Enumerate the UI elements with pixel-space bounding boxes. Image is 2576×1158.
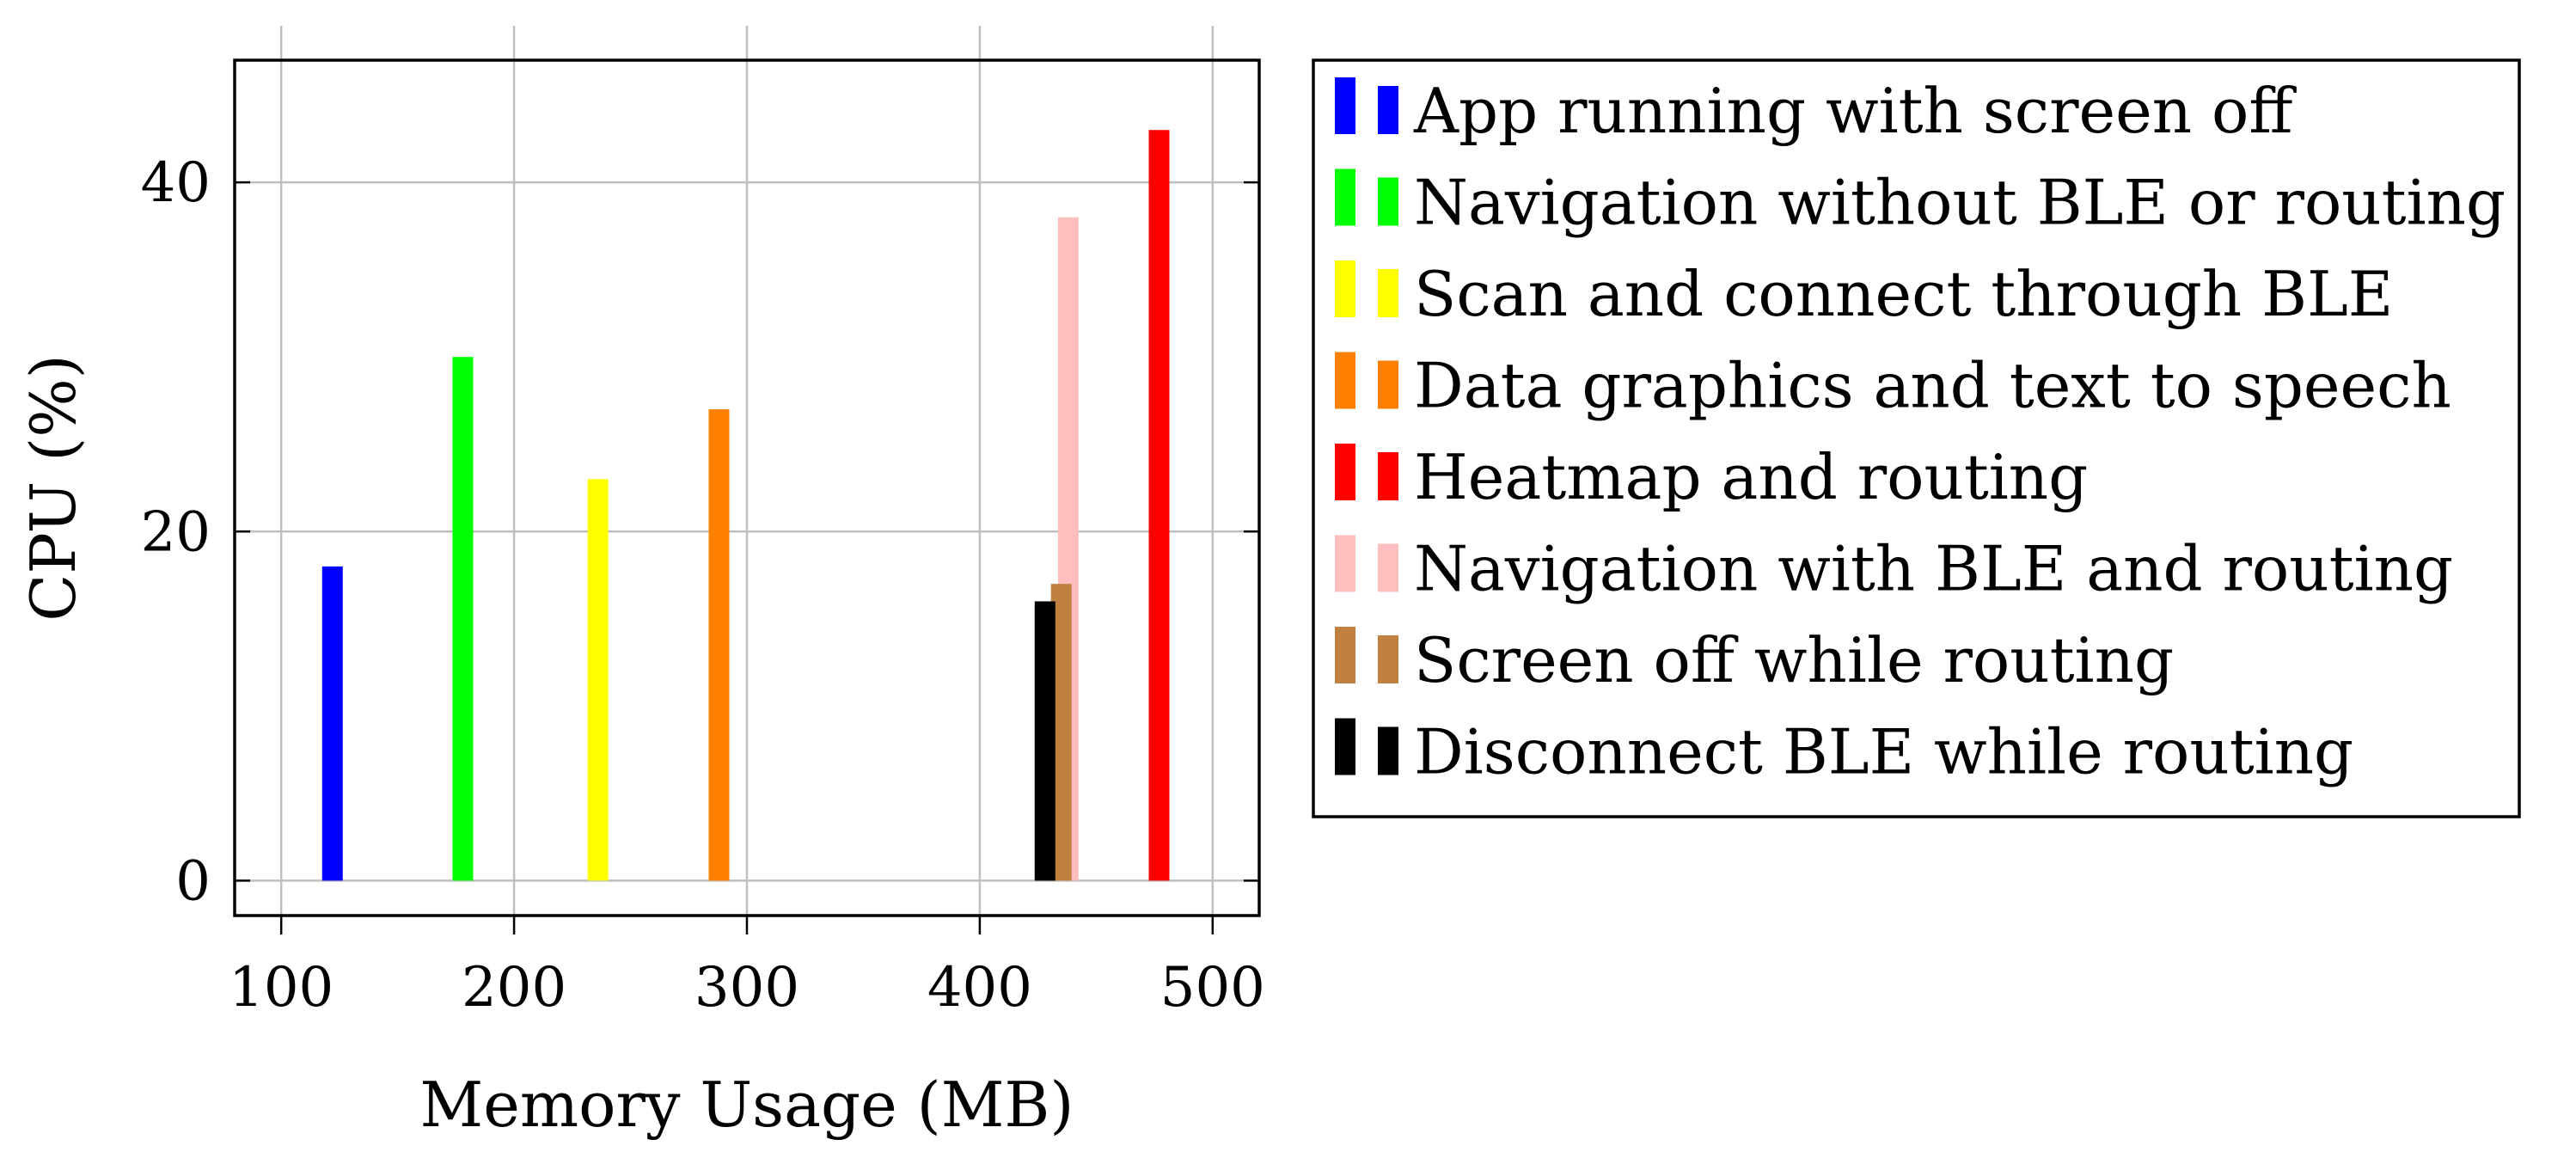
legend-label: Navigation without BLE or routing <box>1414 167 2506 239</box>
legend-entry: Scan and connect through BLE <box>1335 258 2393 330</box>
legend-label: Data graphics and text to speech <box>1414 350 2451 422</box>
legend-swatch <box>1335 444 1355 500</box>
x-tick-label: 300 <box>694 956 799 1020</box>
x-tick-label: 200 <box>462 956 566 1020</box>
legend-swatch <box>1335 718 1355 775</box>
legend-swatch <box>1378 86 1398 134</box>
bar-3 <box>587 479 609 881</box>
y-tick-label: 0 <box>175 849 211 913</box>
x-tick-label: 400 <box>927 956 1032 1020</box>
x-tick-label: 500 <box>1160 956 1265 1020</box>
legend-swatch <box>1335 352 1355 409</box>
bar-1 <box>321 566 343 881</box>
legend-entry: Navigation without BLE or routing <box>1335 167 2506 239</box>
legend-entry: App running with screen off <box>1335 75 2297 147</box>
grid <box>235 26 1259 916</box>
legend-swatch <box>1335 260 1355 317</box>
legend-entry: Screen off while routing <box>1335 624 2174 696</box>
legend-swatch <box>1378 726 1398 775</box>
legend-label: Scan and connect through BLE <box>1414 258 2393 330</box>
bars <box>321 130 1170 881</box>
legend-swatch <box>1335 627 1355 683</box>
y-tick-labels: 0 20 40 <box>141 151 211 913</box>
legend-entry: Navigation with BLE and routing <box>1335 533 2453 605</box>
legend-label: Disconnect BLE while routing <box>1414 716 2353 788</box>
legend-swatch <box>1378 452 1398 500</box>
legend-label: Screen off while routing <box>1414 624 2174 696</box>
x-tick-label: 100 <box>229 956 333 1020</box>
bar-8 <box>1034 601 1055 881</box>
y-tick-label: 40 <box>141 151 211 215</box>
x-axis-label: Memory Usage (MB) <box>420 1069 1074 1141</box>
x-tick-labels: 100 200 300 400 500 <box>229 956 1265 1020</box>
legend-label: Navigation with BLE and routing <box>1414 533 2453 605</box>
legend-label: Heatmap and routing <box>1414 441 2088 513</box>
bar-5 <box>1148 130 1170 881</box>
y-axis-label: CPU (%) <box>17 354 89 621</box>
y-tick-label: 20 <box>141 500 211 564</box>
legend-swatch <box>1378 177 1398 226</box>
legend-swatch <box>1335 77 1355 134</box>
bar-2 <box>452 357 474 881</box>
legend: App running with screen off Navigation wi… <box>1312 58 2521 818</box>
legend-swatch <box>1378 635 1398 683</box>
legend-frame <box>1312 58 2521 818</box>
legend-swatch <box>1335 535 1355 592</box>
legend-entry: Data graphics and text to speech <box>1335 350 2451 422</box>
legend-entries: App running with screen off Navigation wi… <box>1335 75 2506 788</box>
legend-entry: Heatmap and routing <box>1335 441 2088 513</box>
legend-entry: Disconnect BLE while routing <box>1335 716 2353 788</box>
axis-ticks <box>235 181 1259 934</box>
bar-4 <box>708 409 730 881</box>
legend-swatch <box>1378 269 1398 317</box>
legend-label: App running with screen off <box>1413 75 2297 147</box>
legend-swatch <box>1335 168 1355 226</box>
legend-swatch <box>1378 360 1398 409</box>
legend-swatch <box>1378 543 1398 592</box>
